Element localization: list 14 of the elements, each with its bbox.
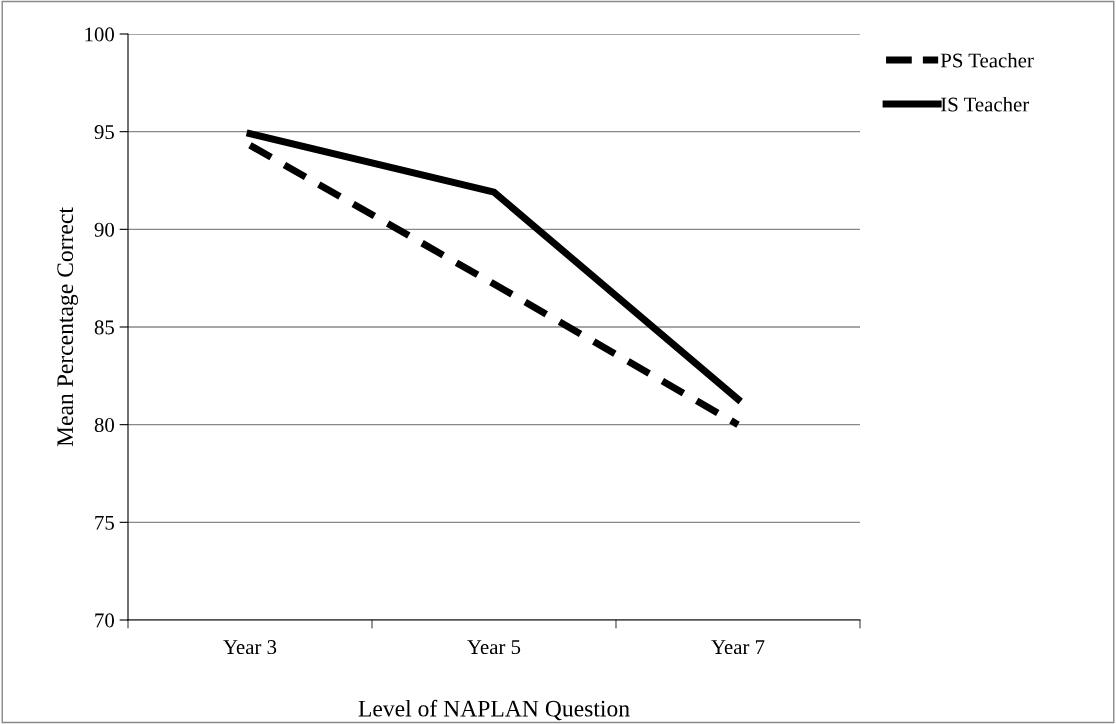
x-tick-label: Year 7	[711, 640, 765, 655]
legend-label: PS Teacher	[940, 52, 1034, 68]
x-tick-label: Year 5	[467, 640, 521, 655]
y-tick-label: 95	[94, 125, 114, 140]
y-tick-label: 80	[94, 418, 115, 433]
x-tick-label: Year 3	[223, 640, 277, 655]
y-tick-label: 70	[95, 613, 115, 628]
legend-label: IS Teacher	[940, 96, 1030, 112]
y-tick-label: 85	[94, 320, 114, 335]
y-tick-label: 75	[95, 515, 114, 530]
x-axis-title: Level of NAPLAN Question	[358, 699, 630, 721]
y-axis-title: Mean Percentage Correct	[57, 207, 78, 447]
y-tick-label: 100	[85, 27, 115, 42]
y-tick-label: 90	[94, 222, 115, 237]
